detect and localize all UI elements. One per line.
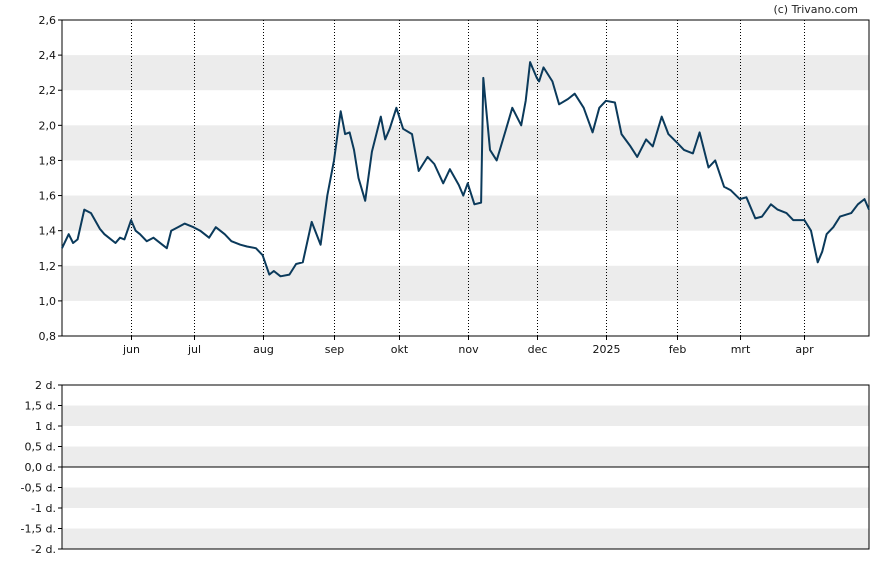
- main-chart-band: [62, 195, 869, 231]
- sub-chart-band: [62, 528, 869, 549]
- main-chart-y-tick-label: 2,6: [39, 14, 57, 27]
- main-chart-x-tick-label: nov: [458, 343, 479, 356]
- main-chart-band: [62, 265, 869, 301]
- main-chart-band: [62, 55, 869, 91]
- main-chart-y-tick-label: 1,2: [39, 260, 57, 273]
- main-chart-y-tick-label: 1,8: [39, 154, 57, 167]
- sub-chart-y-tick-label: 0,0 d.: [25, 461, 56, 474]
- main-chart-y-tick-label: 1,6: [39, 190, 57, 203]
- main-chart-x-tick-label: mrt: [731, 343, 751, 356]
- main-chart-y-ticks: 2,6 2,4 2,2 2,0 1,8 1,6 1,4 1,2 1,0 0,8: [39, 14, 62, 343]
- sub-chart-y-tick-label: 0,5 d.: [25, 441, 56, 454]
- main-chart-x-tick-label: aug: [253, 343, 274, 356]
- main-chart-x-tick-label: apr: [795, 343, 814, 356]
- price-series-line: [61, 61, 870, 278]
- sub-chart-bands: [62, 405, 869, 549]
- sub-chart-y-tick-label: -2 d.: [31, 543, 56, 556]
- main-chart-x-tick-label: okt: [391, 343, 409, 356]
- sub-chart-y-tick-label: 1 d.: [35, 420, 56, 433]
- main-chart-bands: [62, 55, 869, 301]
- main-chart-x-tick-label: 2025: [593, 343, 621, 356]
- main-chart-y-tick-label: 0,8: [39, 330, 57, 343]
- main-chart-frame: [61, 19, 870, 337]
- sub-chart: 2 d. 1,5 d. 1 d. 0,5 d. 0,0 d. -0,5 d. -1 d. -1…: [21, 379, 870, 556]
- main-chart-y-tick-label: 2,4: [39, 49, 57, 62]
- main-chart-y-tick-label: 2,2: [39, 84, 57, 97]
- main-chart-y-tick-label: 1,4: [39, 225, 57, 238]
- sub-chart-y-tick-label: 1,5 d.: [25, 400, 56, 413]
- main-chart-y-tick-label: 2,0: [39, 119, 57, 132]
- sub-chart-band: [62, 446, 869, 467]
- main-chart-band: [62, 125, 869, 161]
- main-chart-x-tick-label: jul: [187, 343, 201, 356]
- sub-chart-y-tick-label: -1,5 d.: [21, 523, 56, 536]
- sub-chart-y-tick-label: 2 d.: [35, 379, 56, 392]
- main-chart-x-tick-label: jun: [122, 343, 140, 356]
- sub-chart-y-tick-label: -0,5 d.: [21, 482, 56, 495]
- main-chart-x-tick-label: dec: [528, 343, 548, 356]
- main-chart-x-ticks: jun jul aug sep okt nov dec 2025 feb mrt apr: [122, 336, 814, 356]
- sub-chart-band: [62, 405, 869, 426]
- main-chart: 2,6 2,4 2,2 2,0 1,8 1,6 1,4 1,2 1,0 0,8 jun jul aug…: [39, 14, 870, 356]
- main-chart-y-tick-label: 1,0: [39, 295, 57, 308]
- sub-chart-band: [62, 487, 869, 508]
- sub-chart-y-tick-label: -1 d.: [31, 502, 56, 515]
- main-chart-x-tick-label: feb: [669, 343, 687, 356]
- sub-chart-y-ticks: 2 d. 1,5 d. 1 d. 0,5 d. 0,0 d. -0,5 d. -1 d. -1…: [21, 379, 62, 556]
- main-chart-x-tick-label: sep: [325, 343, 344, 356]
- chart-credit-text: (c) Trivano.com: [773, 3, 858, 16]
